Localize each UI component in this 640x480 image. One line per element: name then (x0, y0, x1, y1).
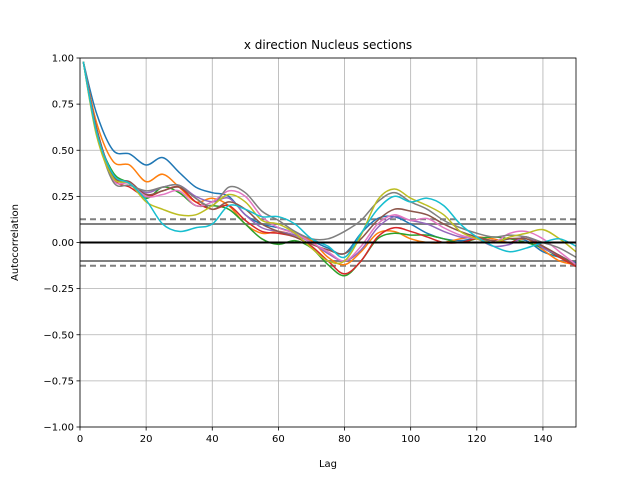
series-line-8 (82, 61, 577, 258)
x-tick-label: 60 (272, 434, 285, 445)
y-tick-label: −1.00 (43, 423, 74, 434)
y-tick-label: −0.25 (43, 284, 74, 295)
series-line-6 (82, 61, 577, 266)
x-tick-label: 100 (401, 434, 420, 445)
y-tick-label: 0.75 (52, 100, 74, 111)
chart-title: x direction Nucleus sections (244, 38, 412, 52)
x-tick-label: 20 (140, 434, 153, 445)
x-tick-label: 120 (467, 434, 486, 445)
x-axis-label: Lag (319, 459, 337, 470)
y-tick-label: −0.50 (43, 330, 74, 341)
y-tick-label: −0.75 (43, 376, 74, 387)
x-tick-label: 40 (206, 434, 219, 445)
series-line-2 (82, 61, 577, 266)
x-ticks: 0 20 40 60 80 100 120 140 (77, 427, 552, 445)
y-tick-label: 0.25 (52, 192, 74, 203)
y-axis-label: Autocorrelation (10, 204, 21, 281)
series-line-10 (82, 61, 577, 259)
y-tick-label: 0.00 (52, 238, 74, 249)
y-tick-label: 1.00 (52, 54, 74, 65)
x-tick-label: 0 (77, 434, 83, 445)
y-ticks: −1.00 −0.75 −0.50 −0.25 0.00 0.25 0.50 0.75 1.00 (43, 54, 80, 434)
y-tick-label: 0.50 (52, 146, 74, 157)
x-tick-label: 80 (338, 434, 351, 445)
x-tick-label: 140 (533, 434, 552, 445)
